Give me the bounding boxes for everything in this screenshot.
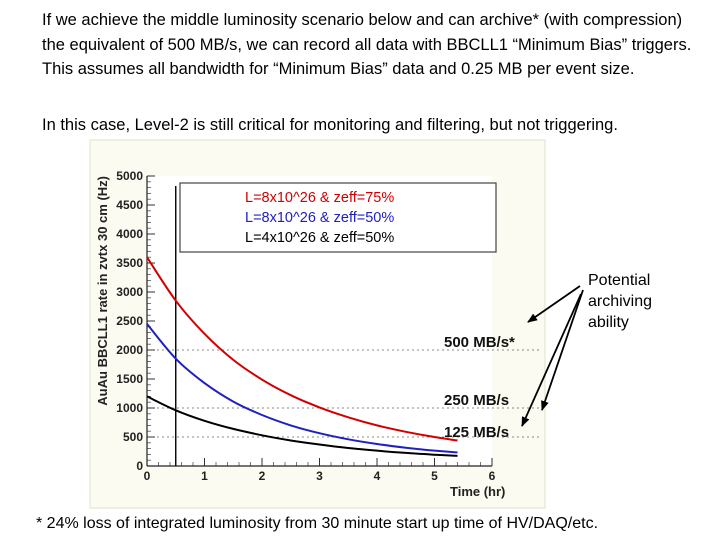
x-tick-label: 4 (374, 469, 381, 483)
callout-text-line: ability (588, 314, 629, 331)
y-axis-title: AuAu BBCLL1 rate in zvtx 30 cm (Hz) (95, 176, 110, 406)
bandwidth-label-2: 250 MB/s (444, 392, 509, 409)
x-tick-label: 1 (201, 469, 208, 483)
bandwidth-label-1: 500 MB/s* (444, 334, 515, 351)
legend-entry-1: L=8x10^26 & zeff=75% (245, 190, 394, 206)
grid (147, 186, 542, 466)
x-tick-label: 2 (259, 469, 266, 483)
footnote: * 24% loss of integrated luminosity from… (36, 515, 599, 532)
y-tick-label: 4000 (116, 227, 143, 241)
y-tick-label: 500 (123, 430, 143, 444)
y-tick-label: 3500 (116, 256, 143, 270)
callout-text-line: archiving (588, 293, 652, 310)
callout-text-line: Potential (588, 272, 650, 289)
callout-arrow (527, 285, 581, 323)
y-tick-label: 2000 (116, 343, 143, 357)
intro-paragraph: If we achieve the middle luminosity scen… (42, 11, 692, 78)
x-axis-title: Time (hr) (450, 484, 505, 499)
series-line-3 (146, 395, 458, 457)
y-tick-label: 2500 (116, 314, 143, 328)
legend-entry-3: L=4x10^26 & zeff=50% (245, 230, 394, 246)
y-tick-label: 0 (136, 459, 143, 473)
series-line-2 (146, 323, 458, 454)
axes: 0 500 1000 1500 2000 2500 3000 3500 4000 4500 5000… (95, 169, 505, 499)
x-tick-label: 6 (489, 469, 496, 483)
y-tick-label: 3000 (116, 285, 143, 299)
series-group (146, 256, 458, 457)
callout-arrow (521, 293, 582, 427)
legend-box (179, 182, 497, 253)
y-tick-label: 4500 (116, 198, 143, 212)
bandwidth-label-3: 125 MB/s (444, 424, 509, 441)
legend: L=8x10^26 & zeff=75% L=8x10^26 & zeff=50%… (179, 182, 497, 253)
legend-entry-2: L=8x10^26 & zeff=50% (245, 210, 394, 226)
annotation-group: 500 MB/s* 250 MB/s 125 MB/s (444, 334, 515, 441)
x-tick-label: 3 (316, 469, 323, 483)
x-tick-label: 5 (431, 469, 438, 483)
y-tick-label: 5000 (116, 169, 143, 183)
x-tick-label: 0 (144, 469, 151, 483)
callout-group: Potential archiving ability (521, 272, 652, 427)
series-line-1 (146, 256, 458, 442)
callout-arrow (541, 289, 584, 411)
y-tick-label: 1500 (116, 372, 143, 386)
y-tick-label: 1000 (116, 401, 143, 415)
level2-note: In this case, Level-2 is still critical … (42, 116, 618, 134)
